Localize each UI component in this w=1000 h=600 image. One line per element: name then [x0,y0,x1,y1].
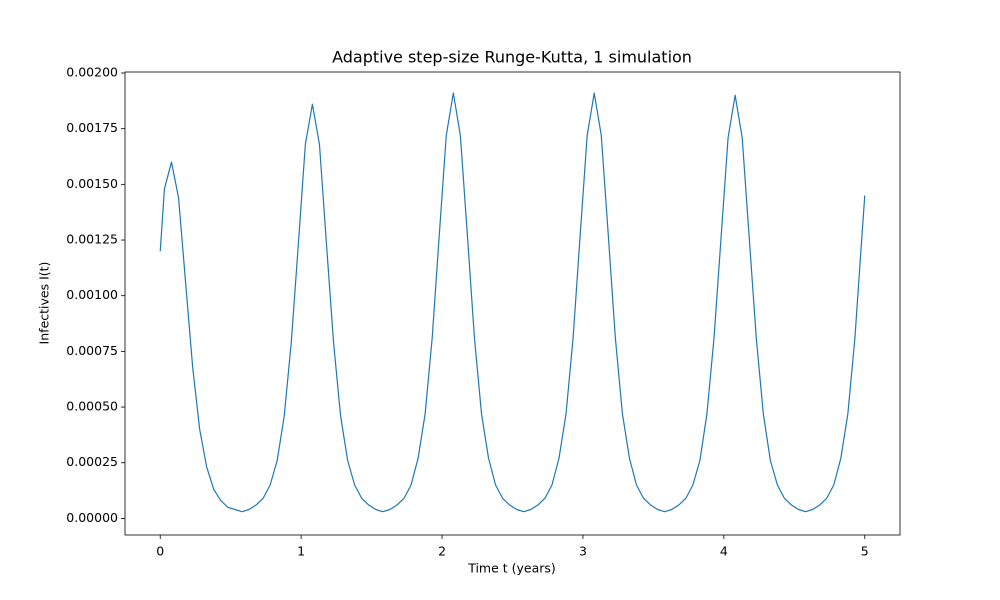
data-line [159,92,866,513]
y-tick-label: 0.00000 [66,510,118,525]
x-tick-label: 2 [438,544,446,559]
y-axis-label: Infectives I(t) [37,262,52,345]
x-tick-label: 4 [720,544,728,559]
y-tick-label: 0.00025 [66,454,118,469]
y-tick-label: 0.00100 [66,287,118,302]
chart-title: Adaptive step-size Runge-Kutta, 1 simula… [332,48,692,67]
y-tick-label: 0.00150 [66,176,118,191]
x-tick-label: 1 [297,544,305,559]
plot-frame [124,71,901,536]
x-tick-label: 3 [579,544,587,559]
x-tick-label: 0 [156,544,164,559]
y-tick-label: 0.00200 [66,65,118,80]
x-tick-label: 5 [861,544,869,559]
y-tick-label: 0.00075 [66,343,118,358]
y-tick-label: 0.00125 [66,232,118,247]
y-tick-label: 0.00050 [66,399,118,414]
x-axis-label: Time t (years) [467,561,556,576]
y-tick-label: 0.00175 [66,120,118,135]
